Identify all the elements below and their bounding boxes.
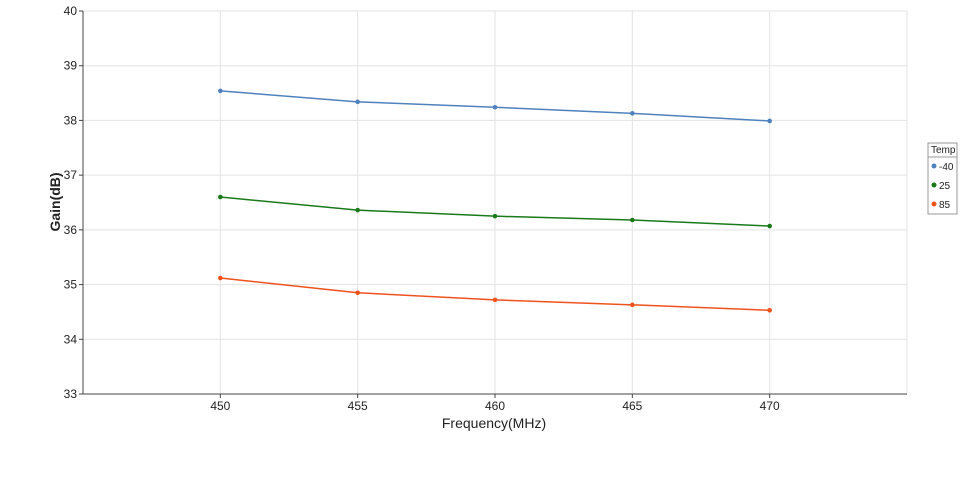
data-point — [630, 302, 635, 308]
legend-marker — [931, 182, 937, 188]
legend-label: -40 — [939, 162, 954, 173]
legend-marker — [931, 201, 937, 207]
legend-marker — [931, 163, 937, 169]
data-point — [767, 307, 772, 313]
series-25 — [218, 194, 772, 229]
axes: 33 34 35 36 37 38 39 40 450 455 460 465 470 — [64, 4, 907, 413]
y-axis-label: Gain(dB) — [47, 172, 63, 231]
data-point — [492, 297, 498, 303]
data-point — [355, 99, 360, 105]
data-point — [630, 111, 635, 116]
data-point — [355, 290, 360, 296]
series-85 — [218, 275, 772, 313]
x-tick-label: 450 — [210, 399, 230, 413]
x-tick-label: 460 — [485, 399, 505, 413]
legend-title: Temp — [931, 145, 956, 156]
data-point — [218, 275, 223, 281]
series-group — [218, 88, 772, 313]
data-point — [630, 217, 635, 223]
data-point — [218, 194, 223, 200]
data-point — [492, 213, 498, 219]
y-tick-label: 34 — [64, 332, 78, 346]
y-tick-label: 38 — [64, 113, 78, 127]
y-tick-label: 39 — [64, 59, 78, 73]
y-tick-label: 36 — [64, 223, 78, 237]
x-tick-label: 470 — [760, 399, 780, 413]
y-tick-label: 37 — [64, 168, 78, 182]
x-tick-label: 465 — [622, 399, 642, 413]
data-point — [355, 207, 360, 213]
data-point — [767, 118, 772, 124]
legend-label: 25 — [939, 181, 951, 192]
x-tick-label: 455 — [348, 399, 368, 413]
y-tick-label: 35 — [64, 278, 78, 292]
grid — [83, 10, 908, 395]
data-point — [767, 223, 772, 229]
data-point — [218, 88, 223, 94]
data-point — [492, 104, 498, 110]
legend: Temp -40 25 85 — [927, 142, 958, 215]
y-tick-label: 33 — [64, 387, 78, 401]
x-axis-label: Frequency(MHz) — [442, 415, 546, 431]
y-tick-label: 40 — [64, 4, 78, 18]
legend-label: 85 — [939, 200, 951, 211]
series--40 — [218, 88, 772, 124]
